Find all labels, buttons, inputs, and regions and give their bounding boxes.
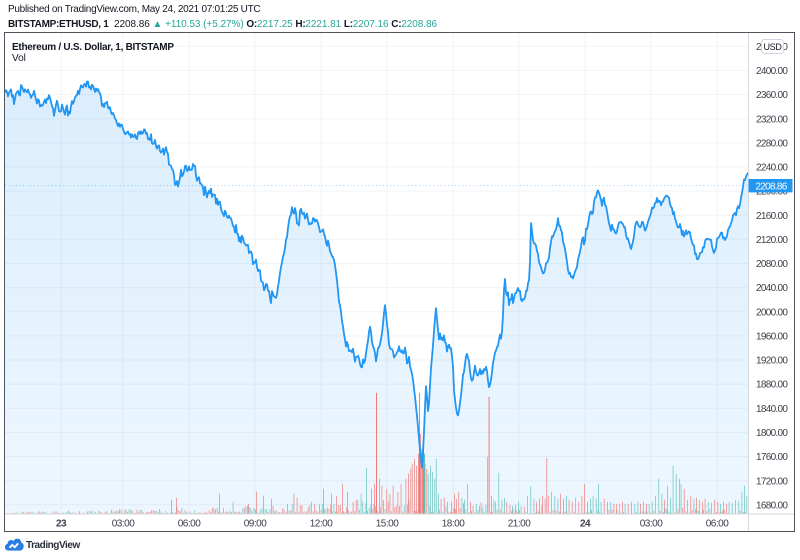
svg-text:2400.00: 2400.00 — [756, 66, 788, 77]
svg-text:1800.00: 1800.00 — [756, 428, 788, 439]
svg-text:2160.00: 2160.00 — [756, 211, 788, 222]
svg-text:09:00: 09:00 — [244, 519, 267, 530]
svg-text:2000.00: 2000.00 — [756, 307, 788, 318]
svg-text:1720.00: 1720.00 — [756, 476, 788, 487]
svg-text:1960.00: 1960.00 — [756, 332, 788, 343]
svg-text:Vol: Vol — [12, 53, 26, 64]
svg-text:2120.00: 2120.00 — [756, 235, 788, 246]
svg-text:06:00: 06:00 — [178, 519, 201, 530]
svg-text:03:00: 03:00 — [640, 519, 663, 530]
svg-text:1760.00: 1760.00 — [756, 452, 788, 463]
svg-text:2360.00: 2360.00 — [756, 90, 788, 101]
svg-text:12:00: 12:00 — [310, 519, 333, 530]
svg-text:2320.00: 2320.00 — [756, 114, 788, 125]
svg-text:24: 24 — [580, 519, 591, 530]
svg-text:15:00: 15:00 — [376, 519, 399, 530]
svg-text:23: 23 — [56, 519, 67, 530]
svg-text:2040.00: 2040.00 — [756, 283, 788, 294]
svg-text:03:00: 03:00 — [112, 519, 135, 530]
svg-text:2208.86: 2208.86 — [755, 181, 787, 192]
svg-text:2240.00: 2240.00 — [756, 163, 788, 174]
svg-text:06:00: 06:00 — [706, 519, 729, 530]
svg-text:21:00: 21:00 — [508, 519, 531, 530]
svg-text:USD: USD — [763, 42, 782, 52]
svg-text:1880.00: 1880.00 — [756, 380, 788, 391]
svg-text:18:00: 18:00 — [442, 519, 465, 530]
svg-text:1840.00: 1840.00 — [756, 404, 788, 415]
svg-text:1920.00: 1920.00 — [756, 356, 788, 367]
svg-text:Ethereum / U.S. Dollar, 1, BIT: Ethereum / U.S. Dollar, 1, BITSTAMP — [12, 42, 174, 53]
svg-text:2280.00: 2280.00 — [756, 138, 788, 149]
svg-text:1680.00: 1680.00 — [756, 500, 788, 511]
svg-text:2080.00: 2080.00 — [756, 259, 788, 270]
